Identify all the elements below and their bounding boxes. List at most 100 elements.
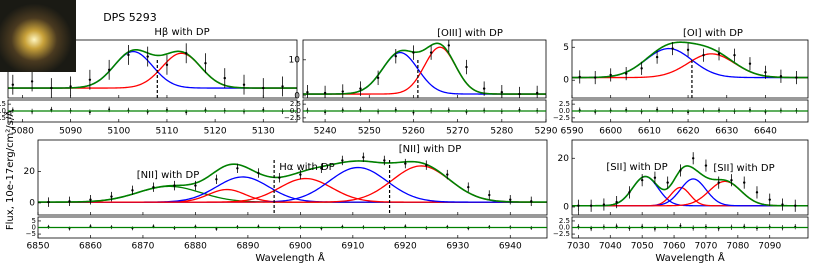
- y-tick-label: 0: [29, 198, 35, 208]
- plot-area: [38, 152, 547, 207]
- y-tick-label: 10: [289, 55, 301, 65]
- residual-y-tick-label: −2.5: [284, 114, 301, 122]
- data-point: [578, 75, 581, 79]
- data-point: [795, 76, 798, 79]
- x-tick-label: 7060: [663, 242, 686, 252]
- x-tick-label: 6610: [638, 127, 661, 137]
- x-tick-label: 6870: [131, 242, 154, 252]
- x-tick-label: 6640: [754, 127, 777, 137]
- data-point: [362, 156, 365, 159]
- x-tick-label: 7080: [726, 242, 749, 252]
- data-point: [376, 76, 380, 80]
- data-point: [535, 91, 539, 95]
- residual-point: [653, 227, 656, 230]
- data-point: [589, 204, 593, 207]
- plot-area: [303, 40, 546, 98]
- x-tick-label: 6600: [599, 127, 622, 137]
- data-point: [173, 184, 176, 187]
- data-point: [278, 176, 281, 179]
- data-point: [717, 181, 720, 184]
- data-point: [223, 76, 226, 80]
- data-point: [655, 55, 659, 59]
- residual-y-tick-label: 0.0: [0, 107, 6, 115]
- data-point: [194, 184, 197, 187]
- residual-point: [215, 227, 218, 230]
- x-tick-label: 6930: [446, 242, 469, 252]
- data-point: [11, 83, 15, 86]
- data-point: [404, 162, 407, 165]
- x-tick-label: 5100: [107, 127, 130, 137]
- x-tick-label: 5110: [155, 127, 178, 137]
- component-curve: [572, 47, 808, 79]
- y-tick-label: 0: [294, 91, 300, 101]
- data-point: [446, 173, 449, 176]
- panel: 5080509051005110512051302.50.0−2.5Hβ wit…: [0, 11, 298, 137]
- line-label: [SII] with DP: [713, 163, 774, 174]
- x-tick-label: 5090: [59, 127, 82, 137]
- x-tick-label: 5250: [358, 127, 381, 137]
- total-fit: [8, 49, 297, 89]
- main-frame: [302, 39, 547, 99]
- x-tick-label: 7090: [758, 242, 781, 252]
- total-fit: [572, 41, 808, 79]
- x-tick-label: 6630: [715, 127, 738, 137]
- data-point: [624, 72, 628, 75]
- data-point: [615, 200, 618, 204]
- data-point: [341, 159, 344, 162]
- data-point: [717, 52, 721, 56]
- x-tick-label: 5120: [204, 127, 227, 137]
- data-point: [68, 200, 71, 203]
- y-tick-label: 20: [24, 167, 36, 177]
- residual-point: [679, 224, 682, 227]
- data-point: [686, 48, 690, 52]
- residual-y-tick-label: 0: [32, 224, 36, 232]
- line-label: [NII] with DP: [399, 144, 462, 155]
- data-point: [425, 163, 428, 167]
- residual-point: [152, 225, 155, 228]
- component-curve: [572, 178, 808, 207]
- line-label: [SII] with DP: [606, 162, 667, 173]
- data-point: [640, 178, 644, 182]
- data-point: [165, 63, 169, 67]
- x-tick-label: 5270: [446, 127, 469, 137]
- data-point: [577, 204, 580, 207]
- y-axis-label: Flux, 10e-17erg/cm²/s/Å: [3, 110, 16, 230]
- x-tick-label: 6620: [677, 127, 700, 137]
- residual-point: [656, 108, 659, 111]
- data-point: [89, 198, 92, 201]
- line-label: [OI] with DP: [683, 28, 743, 39]
- residual-point: [89, 225, 92, 228]
- data-point: [242, 83, 246, 86]
- data-point: [704, 164, 708, 167]
- data-point: [383, 159, 386, 162]
- data-point: [341, 90, 344, 93]
- line-label: [NII] with DP: [137, 170, 200, 181]
- data-point: [500, 91, 504, 94]
- x-tick-label: 6940: [499, 242, 522, 252]
- data-point: [768, 198, 771, 201]
- data-point: [429, 51, 433, 54]
- x-tick-label: 5130: [252, 127, 275, 137]
- data-point: [653, 176, 657, 179]
- x-tick-label: 6920: [394, 242, 417, 252]
- total-fit: [303, 42, 546, 95]
- x-tick-label: 6900: [289, 242, 312, 252]
- data-point: [730, 178, 733, 182]
- y-tick-label: 20: [558, 154, 570, 164]
- residual-point: [404, 225, 407, 228]
- data-point: [748, 62, 752, 65]
- line-label: Hα with DP: [279, 162, 334, 173]
- data-point: [666, 181, 669, 184]
- data-point: [299, 173, 302, 176]
- line-label: [OIII] with DP: [437, 28, 503, 39]
- data-point: [679, 169, 682, 172]
- panel: 6850 6860 6870 6880 6890 6900 6910 6920 6930 6940…: [3, 110, 548, 264]
- x-tick-label: 7030: [567, 242, 590, 252]
- data-point: [412, 51, 415, 54]
- residual-y-tick-label: −2.5: [553, 230, 570, 238]
- data-point: [323, 91, 327, 95]
- total-fit: [38, 160, 547, 203]
- data-point: [107, 68, 111, 72]
- plot-area: [572, 152, 808, 212]
